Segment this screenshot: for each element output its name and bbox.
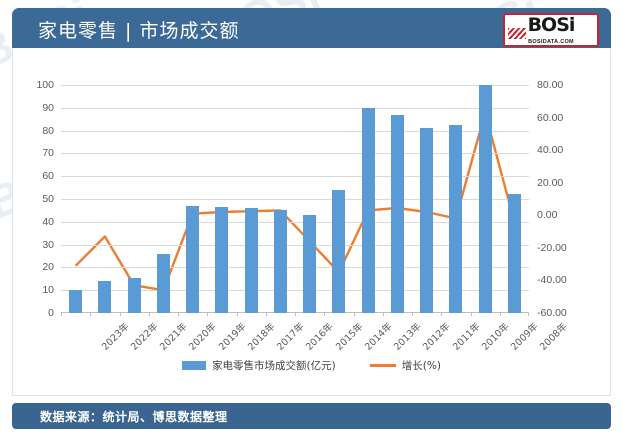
gridline xyxy=(61,244,529,246)
legend-swatch-bar-icon xyxy=(182,361,207,370)
bar[interactable] xyxy=(332,189,346,313)
y-axis-right-tick: 40.00 xyxy=(537,144,564,157)
gridline xyxy=(61,221,529,223)
x-axis-line xyxy=(61,312,529,313)
bar[interactable] xyxy=(478,85,492,313)
bar[interactable] xyxy=(361,107,375,313)
gridline xyxy=(61,199,529,200)
chart-panel: 0 10 20 30 40 50 60 70 80 90 100 -60.00 -40.00 -20.00… xyxy=(12,48,611,396)
logo-domain: BOSIDATA.COM xyxy=(505,39,597,45)
gridline xyxy=(61,107,529,109)
y-axis-left-tick: 70 xyxy=(42,147,54,160)
legend-swatch-line-icon xyxy=(369,364,396,367)
bar[interactable] xyxy=(127,277,141,313)
bar[interactable] xyxy=(156,253,170,313)
bar[interactable] xyxy=(244,208,258,313)
y-axis-right-tick: 20.00 xyxy=(537,176,564,189)
y-axis-right-tick: -40.00 xyxy=(537,274,567,287)
x-axis-tick xyxy=(90,313,92,316)
x-axis-tick xyxy=(265,313,267,316)
x-axis-tick xyxy=(470,313,472,316)
x-axis-label: 2015年 xyxy=(333,321,366,353)
x-axis-tick xyxy=(382,313,384,316)
x-axis-label: 2022年 xyxy=(128,321,161,353)
page-title: 家电零售 | 市场成交额 xyxy=(38,20,240,42)
plot-area: 0 10 20 30 40 50 60 70 80 90 100 -60.00 -40.00 -20.00… xyxy=(36,79,569,353)
logo-stripe-icon xyxy=(508,28,526,40)
x-axis-label: 2016年 xyxy=(304,321,336,353)
x-axis-tick xyxy=(178,313,179,316)
gridline xyxy=(61,85,529,86)
y-axis-right-tick: 80.00 xyxy=(537,79,564,91)
x-axis-label: 2019年 xyxy=(216,321,249,353)
x-axis-tick xyxy=(61,313,62,316)
x-axis-label: 2012年 xyxy=(421,321,453,353)
x-axis-label: 2008年 xyxy=(538,321,570,353)
bosidata-logo: BOSi BOSIDATA.COM xyxy=(503,13,599,47)
bar[interactable] xyxy=(303,214,317,313)
gridline xyxy=(61,176,529,178)
x-axis-tick xyxy=(295,313,296,316)
y-axis-left-tick: 80 xyxy=(42,124,54,137)
x-axis-tick xyxy=(148,313,150,316)
y-axis-left-tick: 90 xyxy=(42,101,54,114)
y-axis-right-tick: -20.00 xyxy=(537,241,567,254)
bar[interactable] xyxy=(215,206,229,313)
y-axis-left-tick: 0 xyxy=(48,307,54,319)
x-axis-label: 2011年 xyxy=(450,321,483,353)
x-axis-tick xyxy=(119,313,121,316)
legend-item-bar[interactable]: 家电零售市场成交额(亿元) xyxy=(182,358,336,373)
y-axis-left-tick: 30 xyxy=(42,238,54,251)
x-axis-tick xyxy=(499,313,501,316)
x-axis-tick xyxy=(207,313,209,316)
x-axis-label: 2017年 xyxy=(275,321,307,353)
chart-legend: 家电零售市场成交额(亿元) 增长(%) xyxy=(13,358,610,373)
header-bar: 家电零售 | 市场成交额 BOSi BOSIDATA.COM xyxy=(12,8,611,48)
gridline xyxy=(61,153,529,155)
data-source-note: 数据来源：统计局、博思数据整理 xyxy=(40,410,228,424)
bar[interactable] xyxy=(273,210,287,313)
x-axis-tick xyxy=(528,313,529,316)
y-axis-left-tick: 20 xyxy=(42,261,54,274)
bar[interactable] xyxy=(507,194,521,313)
x-axis-label: 2009年 xyxy=(509,321,541,353)
legend-item-line[interactable]: 增长(%) xyxy=(369,358,441,373)
y-axis-right-tick: -60.00 xyxy=(537,307,567,319)
gridline xyxy=(61,290,529,292)
bar[interactable] xyxy=(449,124,463,313)
y-axis-left-tick: 10 xyxy=(42,284,54,297)
y-axis-right-tick: 0.00 xyxy=(537,209,558,222)
bar[interactable] xyxy=(420,128,434,313)
y-axis-left-tick: 60 xyxy=(42,170,54,183)
x-axis-label: 2023年 xyxy=(99,321,132,353)
x-axis-label: 2010年 xyxy=(479,321,512,353)
bar[interactable] xyxy=(98,281,112,313)
x-axis-label: 2013年 xyxy=(392,321,424,353)
x-axis-tick xyxy=(324,313,326,316)
y-axis-left-tick: 40 xyxy=(42,215,54,228)
x-axis-label: 2020年 xyxy=(187,321,219,353)
gridline xyxy=(61,267,529,269)
legend-label-bar: 家电零售市场成交额(亿元) xyxy=(212,360,336,372)
footer-bar: 数据来源：统计局、博思数据整理 xyxy=(12,403,611,429)
gridline xyxy=(61,130,529,132)
x-axis-tick xyxy=(236,313,238,316)
y-axis-left-tick: 50 xyxy=(42,193,54,205)
logo-wordmark: BOSi xyxy=(527,14,576,36)
legend-label-line: 增长(%) xyxy=(401,360,441,372)
y-axis-left-tick: 100 xyxy=(36,79,54,91)
bar[interactable] xyxy=(390,114,404,313)
x-axis-label: 2021年 xyxy=(158,321,190,353)
y-axis-right-tick: 60.00 xyxy=(537,111,564,124)
x-axis-label: 2014年 xyxy=(362,321,395,353)
bar[interactable] xyxy=(69,290,83,313)
bar[interactable] xyxy=(186,205,200,313)
x-axis-label: 2018年 xyxy=(245,321,278,353)
x-axis-tick xyxy=(353,313,355,316)
x-axis-tick xyxy=(412,313,413,316)
x-axis-tick xyxy=(441,313,443,316)
